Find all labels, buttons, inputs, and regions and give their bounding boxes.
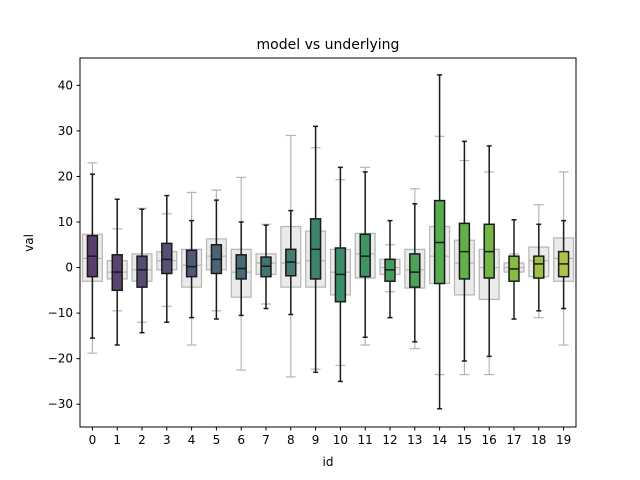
- colored-box-0: [86, 173, 99, 339]
- x-tick-label: 0: [89, 433, 97, 447]
- colored-box-body: [409, 253, 421, 288]
- x-axis-label: id: [323, 455, 334, 469]
- x-tick-label: 11: [358, 433, 373, 447]
- x-tick-label: 3: [163, 433, 171, 447]
- colored-box-2: [136, 208, 148, 334]
- colored-box-body: [185, 249, 198, 278]
- colored-box-body: [235, 254, 247, 280]
- x-tick-label: 2: [138, 433, 146, 447]
- x-tick-label: 9: [312, 433, 320, 447]
- colored-box-17: [508, 218, 520, 320]
- y-tick-label: −30: [48, 397, 73, 411]
- y-tick-label: 20: [58, 169, 73, 183]
- x-tick-label: 12: [382, 433, 397, 447]
- y-tick-label: 30: [58, 124, 73, 138]
- colored-box-body: [136, 255, 148, 288]
- colored-box-16: [483, 145, 495, 358]
- colored-box-15: [458, 140, 471, 362]
- colored-box-body: [161, 242, 173, 275]
- x-tick-label: 7: [262, 433, 270, 447]
- plot-frame: [79, 57, 577, 428]
- colored-box-19: [557, 219, 570, 310]
- y-tick-label: −20: [48, 352, 73, 366]
- colored-box-1: [111, 198, 123, 346]
- colored-box-10: [334, 166, 347, 383]
- colored-box-layer: [86, 74, 570, 410]
- x-tick-label: 1: [113, 433, 121, 447]
- colored-box-4: [185, 219, 198, 319]
- colored-box-18: [533, 223, 545, 312]
- x-tick-label: 4: [188, 433, 196, 447]
- x-tick-label: 15: [457, 433, 472, 447]
- y-axis-label: val: [22, 234, 36, 252]
- colored-box-7: [260, 224, 272, 310]
- y-tick-label: 10: [58, 215, 73, 229]
- colored-box-3: [161, 194, 173, 323]
- x-tick-label: 17: [506, 433, 521, 447]
- x-tick-label: 18: [531, 433, 546, 447]
- y-tick-label: 40: [58, 78, 73, 92]
- x-tick-label: 8: [287, 433, 295, 447]
- x-tick-label: 6: [237, 433, 245, 447]
- colored-box-8: [285, 209, 297, 316]
- x-tick-label: 10: [333, 433, 348, 447]
- x-tick-label: 5: [213, 433, 221, 447]
- x-tick-label: 13: [407, 433, 422, 447]
- colored-box-11: [359, 171, 371, 339]
- colored-box-5: [210, 199, 223, 320]
- x-tick-label: 14: [432, 433, 447, 447]
- colored-box-6: [235, 221, 247, 317]
- colored-box-14: [433, 74, 446, 410]
- y-tick-label: −10: [48, 306, 73, 320]
- y-tick-label: 0: [65, 261, 73, 275]
- x-tick-label: 16: [482, 433, 497, 447]
- colored-box-13: [409, 203, 421, 343]
- chart-title: model vs underlying: [257, 37, 400, 53]
- colored-box-body: [533, 255, 545, 279]
- colored-box-12: [384, 219, 396, 319]
- colored-box-9: [309, 125, 322, 374]
- x-tick-label: 19: [556, 433, 571, 447]
